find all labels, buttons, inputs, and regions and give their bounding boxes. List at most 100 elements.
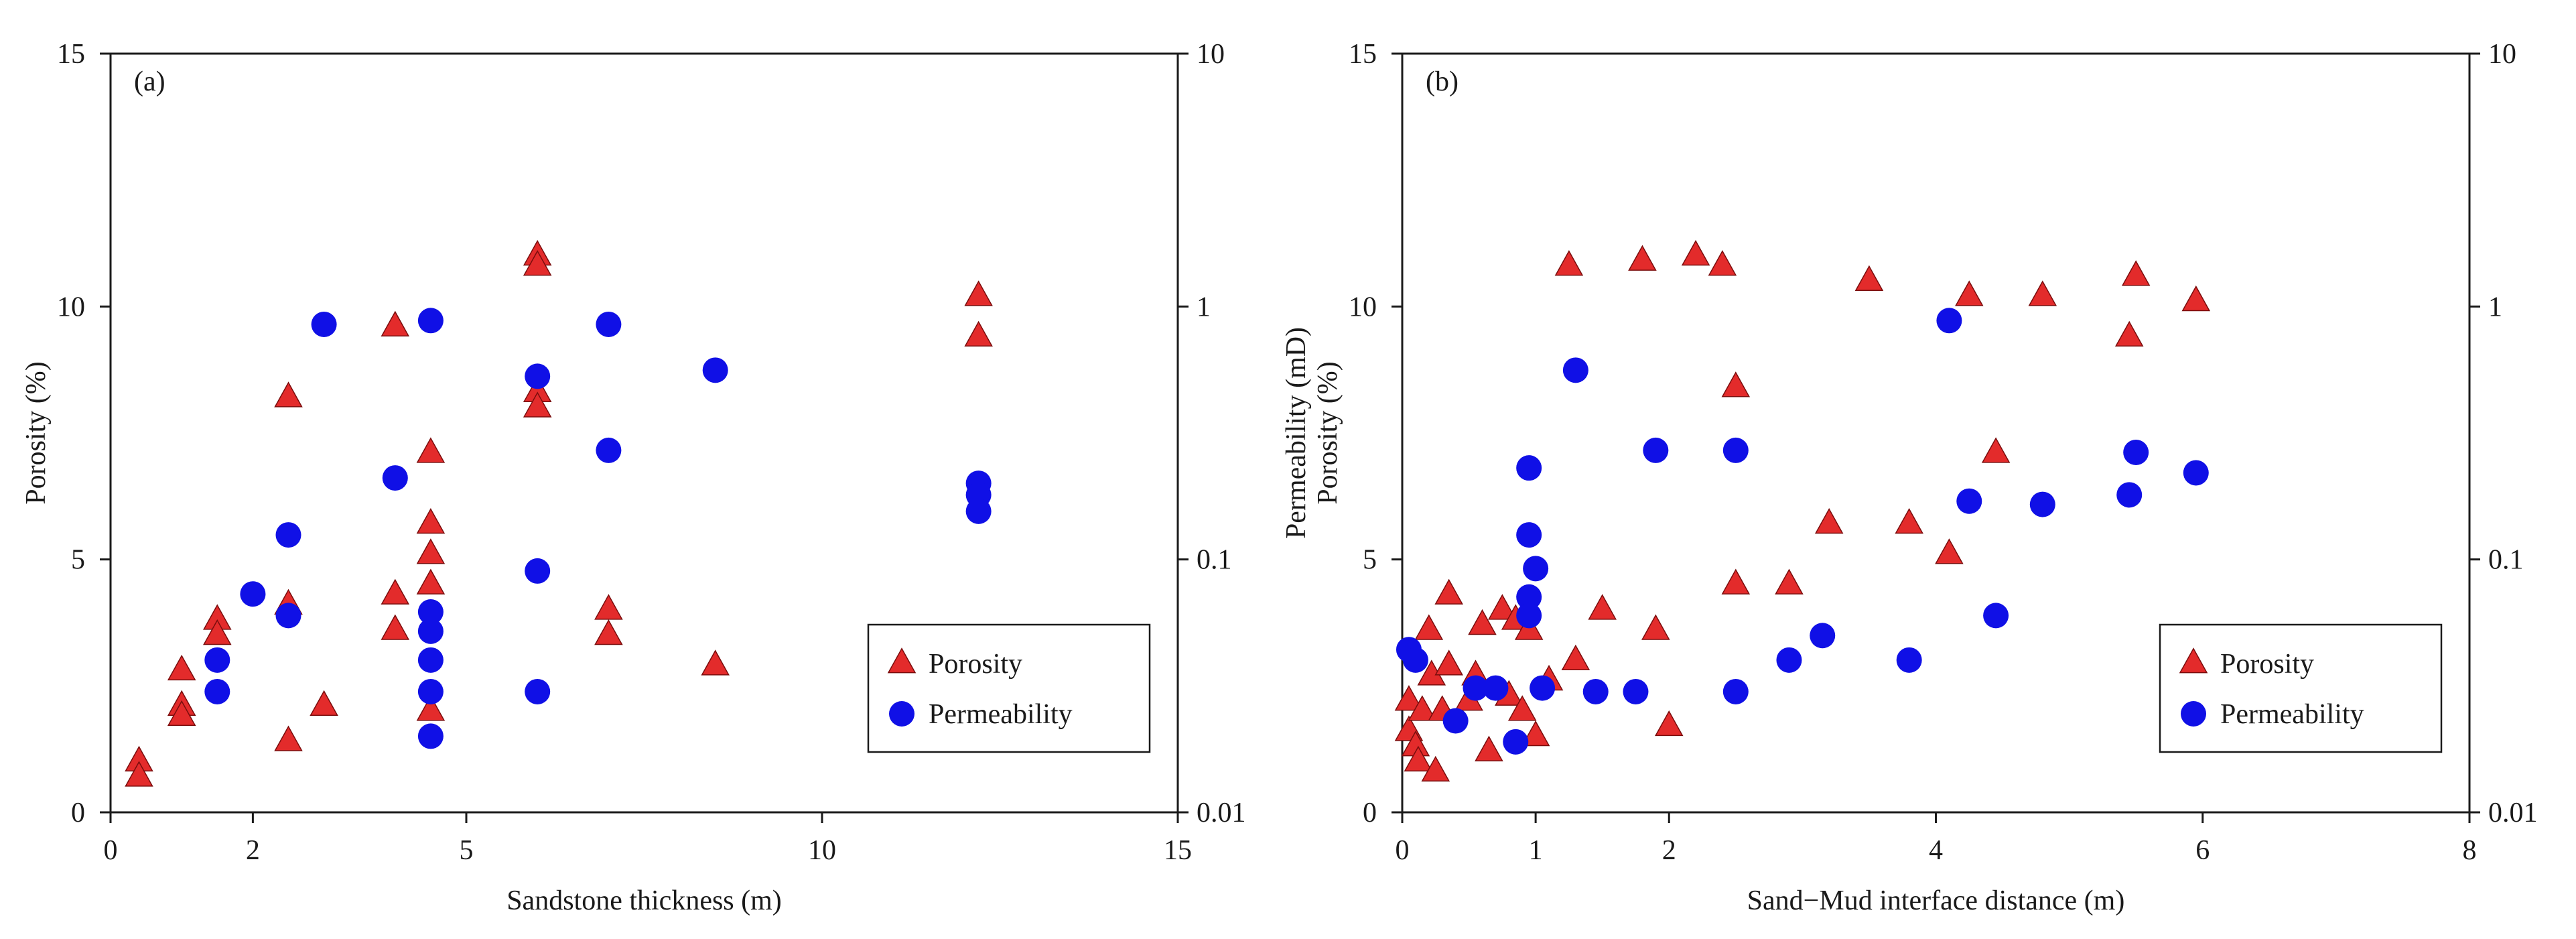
y-axis-label: Porosity (%) (21, 361, 52, 505)
panel-label: (b) (1426, 66, 1459, 97)
permeability-point (1722, 437, 1749, 463)
x-axis-label: Sandstone thickness (m) (506, 885, 782, 916)
permeability-point (417, 308, 444, 334)
porosity-point (1404, 745, 1433, 771)
permeability-point (702, 357, 728, 383)
x-tick-label: 0 (104, 835, 118, 866)
permeability-point (1503, 729, 1529, 755)
x-tick-label: 5 (460, 835, 474, 866)
permeability-point (525, 363, 551, 389)
x-tick-label: 2 (246, 835, 260, 866)
porosity-point (416, 568, 446, 594)
porosity-point (1641, 614, 1670, 640)
permeability-point (1562, 357, 1588, 383)
porosity-point (1488, 594, 1517, 620)
legend-porosity-marker (2179, 647, 2208, 674)
permeability-point (525, 558, 551, 584)
y-tick-label: 15 (1349, 39, 1377, 70)
y2-tick-label: 10 (2488, 39, 2516, 70)
x-tick-label: 6 (2195, 835, 2210, 866)
porosity-point (1654, 710, 1684, 737)
permeability-point (1776, 647, 1802, 673)
permeability-point (417, 647, 444, 673)
porosity-point (1854, 265, 1884, 292)
permeability-point (1896, 647, 1922, 673)
y-tick-label: 10 (1349, 292, 1377, 322)
permeability-point (2183, 460, 2209, 486)
permeability-point (382, 465, 408, 491)
x-tick-label: 10 (808, 835, 836, 866)
legend-porosity-marker (887, 647, 917, 674)
permeability-point (1463, 675, 1489, 701)
permeability-point (596, 437, 622, 463)
permeability-point (2029, 491, 2055, 517)
porosity-point (1421, 755, 1450, 782)
y2-tick-label: 0.01 (1197, 798, 1246, 828)
porosity-point (701, 649, 730, 676)
y2-tick-label: 10 (1197, 39, 1225, 70)
porosity-point (274, 725, 303, 751)
permeability-point (311, 311, 337, 337)
porosity-point (523, 391, 552, 418)
porosity-point (1955, 280, 1984, 306)
permeability-point (204, 678, 230, 704)
porosity-point (523, 250, 552, 276)
porosity-point (1561, 644, 1590, 671)
legend-permeability-label: Permeability (2220, 699, 2364, 730)
y-axis-label: Porosity (%) (1312, 361, 1343, 505)
porosity-point (1935, 538, 1964, 564)
permeability-point (1516, 603, 1542, 629)
y2-tick-label: 0.1 (1197, 545, 1232, 576)
porosity-point (1554, 250, 1584, 276)
y-tick-label: 10 (57, 292, 85, 322)
porosity-point (1681, 240, 1710, 266)
x-tick-label: 15 (1164, 835, 1192, 866)
permeability-point (1516, 584, 1542, 610)
x-tick-label: 2 (1662, 835, 1676, 866)
porosity-point (1775, 568, 1804, 594)
legend-box (2159, 623, 2443, 753)
x-tick-label: 1 (1529, 835, 1543, 866)
permeability-point (1582, 678, 1609, 704)
y-tick-label: 15 (57, 39, 85, 70)
permeability-point (417, 599, 444, 625)
permeability-point (204, 647, 230, 673)
permeability-point (1530, 675, 1556, 701)
permeability-point (1516, 455, 1542, 481)
legend: Porosity Permeability (2159, 623, 2443, 753)
porosity-point (1414, 614, 1444, 640)
porosity-point (1721, 568, 1751, 594)
porosity-point (310, 690, 338, 716)
legend-porosity-label: Porosity (929, 649, 1022, 680)
porosity-point (2028, 280, 2057, 306)
permeability-point (417, 678, 444, 704)
y-tick-label: 0 (71, 798, 85, 828)
legend-box (867, 623, 1151, 753)
x-tick-label: 8 (2463, 835, 2477, 866)
legend-permeability-label: Permeability (929, 699, 1073, 730)
y2-tick-label: 0.01 (2488, 798, 2538, 828)
porosity-point (2181, 285, 2211, 312)
x-tick-label: 4 (1929, 835, 1943, 866)
porosity-point (416, 695, 446, 721)
permeability-point (417, 618, 444, 644)
porosity-point (167, 654, 196, 681)
y2-axis-label: Permeability (mD) (2573, 327, 2576, 539)
porosity-point (381, 614, 410, 640)
porosity-point (1475, 735, 1503, 761)
porosity-point (274, 381, 303, 408)
permeability-point (965, 498, 992, 524)
porosity-point (594, 594, 623, 620)
porosity-point (964, 320, 993, 347)
porosity-point (1588, 594, 1617, 620)
porosity-point (1434, 649, 1463, 676)
legend-permeability-marker (2181, 701, 2206, 727)
x-tick-label: 0 (1396, 835, 1410, 866)
porosity-point (2121, 260, 2151, 286)
porosity-point (1394, 685, 1424, 711)
legend-porosity-label: Porosity (2220, 649, 2314, 680)
legend-permeability-marker (889, 701, 914, 727)
porosity-point (416, 507, 446, 534)
permeability-point (596, 311, 622, 337)
